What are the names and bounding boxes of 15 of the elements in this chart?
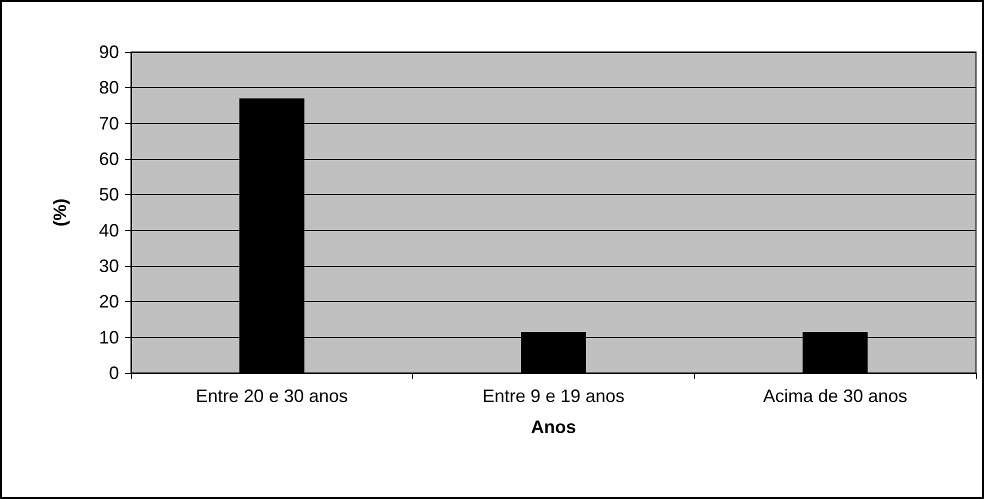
x-tick-label: Acima de 30 anos: [763, 386, 908, 406]
y-tick-label: 50: [98, 184, 119, 205]
x-axis-title: Anos: [531, 417, 576, 437]
x-tick-label: Entre 20 e 30 anos: [196, 386, 348, 406]
y-tick-label: 20: [98, 292, 119, 312]
y-tick-label: 70: [98, 113, 119, 134]
y-tick-label: 80: [98, 78, 119, 98]
y-tick-label: 90: [98, 42, 119, 62]
x-tick-label: Entre 9 e 19 anos: [482, 386, 625, 406]
y-tick-label: 40: [98, 220, 119, 240]
y-tick-label: 60: [98, 149, 119, 169]
y-axis-title: (%): [50, 198, 70, 226]
y-tick-label: 0: [108, 363, 119, 383]
y-tick-label: 10: [98, 327, 119, 348]
y-tick-label: 30: [98, 256, 119, 276]
